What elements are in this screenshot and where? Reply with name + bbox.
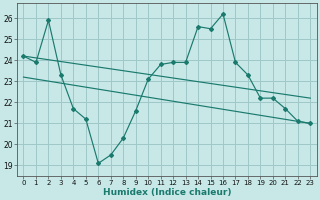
X-axis label: Humidex (Indice chaleur): Humidex (Indice chaleur) xyxy=(103,188,231,197)
